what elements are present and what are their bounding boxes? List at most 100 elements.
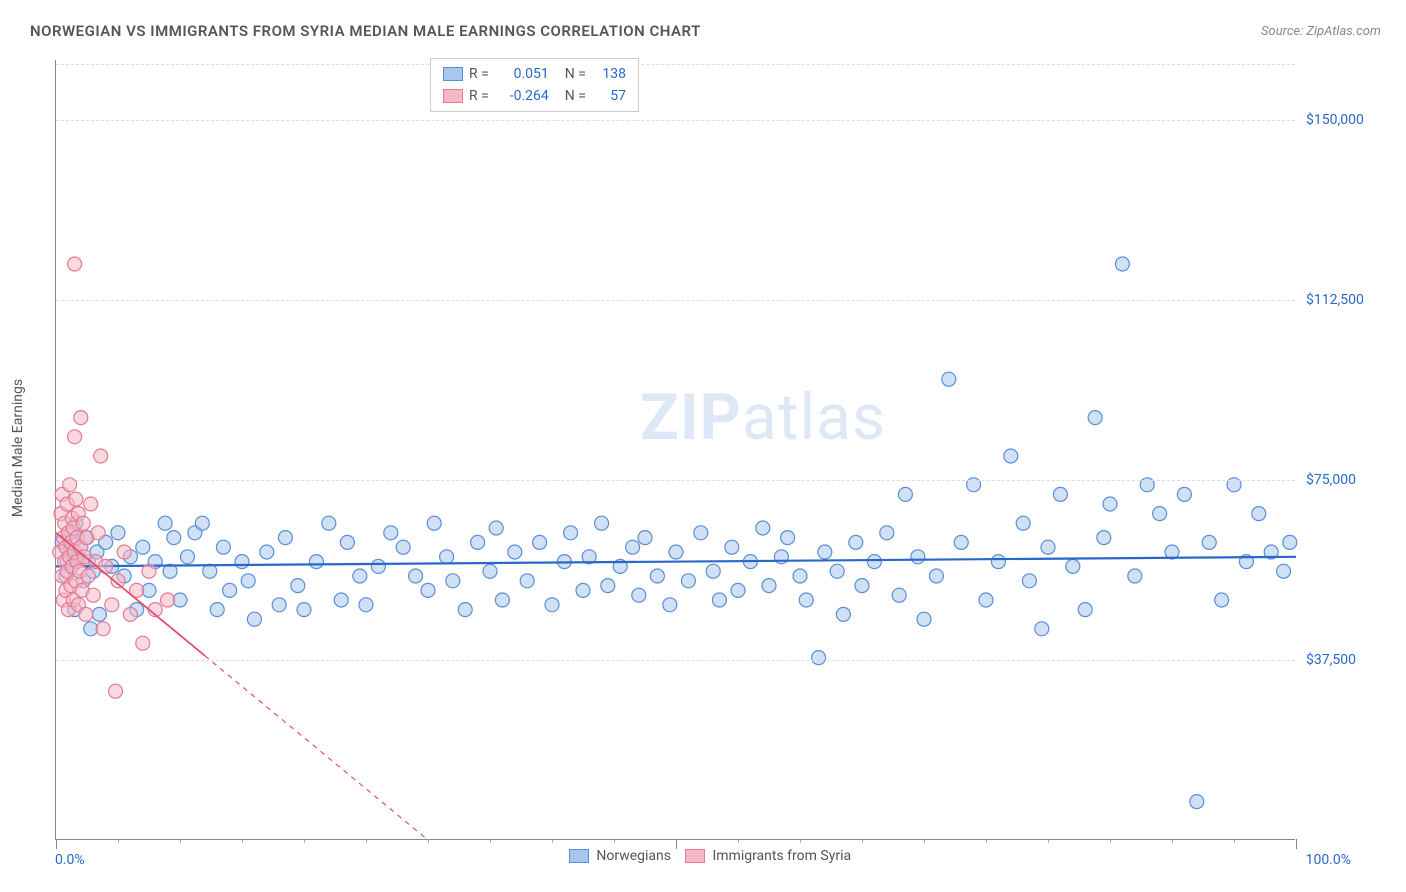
data-point (84, 497, 98, 511)
data-point (235, 555, 249, 569)
data-point (533, 535, 547, 549)
data-point (109, 684, 123, 698)
data-point (495, 593, 509, 607)
xtick-minor (1110, 839, 1111, 843)
xtick-minor (118, 839, 119, 843)
plot-area: $37,500$75,000$112,500$150,000 (55, 60, 1295, 840)
data-point (260, 545, 274, 559)
data-point (79, 607, 93, 621)
data-point (409, 569, 423, 583)
data-point (756, 521, 770, 535)
data-point (954, 535, 968, 549)
data-point (1053, 487, 1067, 501)
data-point (92, 607, 106, 621)
data-point (471, 535, 485, 549)
data-point (1004, 449, 1018, 463)
data-point (278, 531, 292, 545)
data-point (359, 598, 373, 612)
data-point (917, 612, 931, 626)
xtick-minor (862, 839, 863, 843)
data-point (223, 583, 237, 597)
data-point (1016, 516, 1030, 530)
gridline (56, 64, 1295, 65)
legend-swatch (569, 849, 589, 863)
data-point (68, 430, 82, 444)
data-point (86, 588, 100, 602)
data-point (216, 540, 230, 554)
xtick-minor (366, 839, 367, 843)
data-point (69, 492, 83, 506)
data-point (111, 526, 125, 540)
xtick-minor (738, 839, 739, 843)
source-attribution: Source: ZipAtlas.com (1261, 24, 1381, 39)
data-point (601, 579, 615, 593)
data-point (99, 559, 113, 573)
ytick-label: $112,500 (1306, 292, 1364, 308)
data-point (1115, 257, 1129, 271)
legend-r-label: R = (469, 63, 489, 85)
legend-n-value: 138 (592, 63, 626, 85)
ytick-label: $75,000 (1306, 472, 1356, 488)
data-point (76, 516, 90, 530)
data-point (136, 540, 150, 554)
data-point (836, 607, 850, 621)
data-point (762, 579, 776, 593)
gridline (56, 120, 1295, 121)
xtick-minor (242, 839, 243, 843)
data-point (855, 579, 869, 593)
data-point (892, 588, 906, 602)
data-point (781, 531, 795, 545)
gridline (56, 480, 1295, 481)
data-point (1035, 622, 1049, 636)
data-point (793, 569, 807, 583)
data-point (1277, 564, 1291, 578)
data-point (867, 555, 881, 569)
data-point (626, 540, 640, 554)
data-point (291, 579, 305, 593)
data-point (1202, 535, 1216, 549)
data-point (340, 535, 354, 549)
data-point (663, 598, 677, 612)
data-point (1066, 559, 1080, 573)
xtick-minor (180, 839, 181, 843)
data-point (1088, 411, 1102, 425)
data-point (706, 564, 720, 578)
data-point (812, 651, 826, 665)
data-point (68, 257, 82, 271)
data-point (991, 555, 1005, 569)
data-point (384, 526, 398, 540)
data-point (74, 411, 88, 425)
data-point (489, 521, 503, 535)
data-point (440, 550, 454, 564)
series-legend: Norwegians Immigrants from Syria (0, 848, 1406, 864)
data-point (576, 583, 590, 597)
data-point (911, 550, 925, 564)
data-point (117, 545, 131, 559)
data-point (929, 569, 943, 583)
xtick-minor (1048, 839, 1049, 843)
trend-line-dashed (205, 656, 428, 840)
data-point (1190, 795, 1204, 809)
xtick-minor (1234, 839, 1235, 843)
legend-n-label: N = (565, 85, 586, 107)
data-point (180, 550, 194, 564)
data-point (712, 593, 726, 607)
xtick-minor (800, 839, 801, 843)
data-point (483, 564, 497, 578)
legend-r-value: 0.051 (495, 63, 549, 85)
gridline (56, 300, 1295, 301)
xtick-minor (428, 839, 429, 843)
data-point (880, 526, 894, 540)
data-point (123, 607, 137, 621)
data-point (1283, 535, 1297, 549)
data-point (105, 598, 119, 612)
correlation-legend: R = 0.051 N = 138R =-0.264N =57 (430, 58, 639, 112)
data-point (1097, 531, 1111, 545)
legend-row: R =-0.264N =57 (443, 85, 626, 107)
legend-swatch (685, 849, 705, 863)
xtick-minor (304, 839, 305, 843)
data-point (396, 540, 410, 554)
data-point (898, 487, 912, 501)
data-point (136, 636, 150, 650)
data-point (142, 564, 156, 578)
